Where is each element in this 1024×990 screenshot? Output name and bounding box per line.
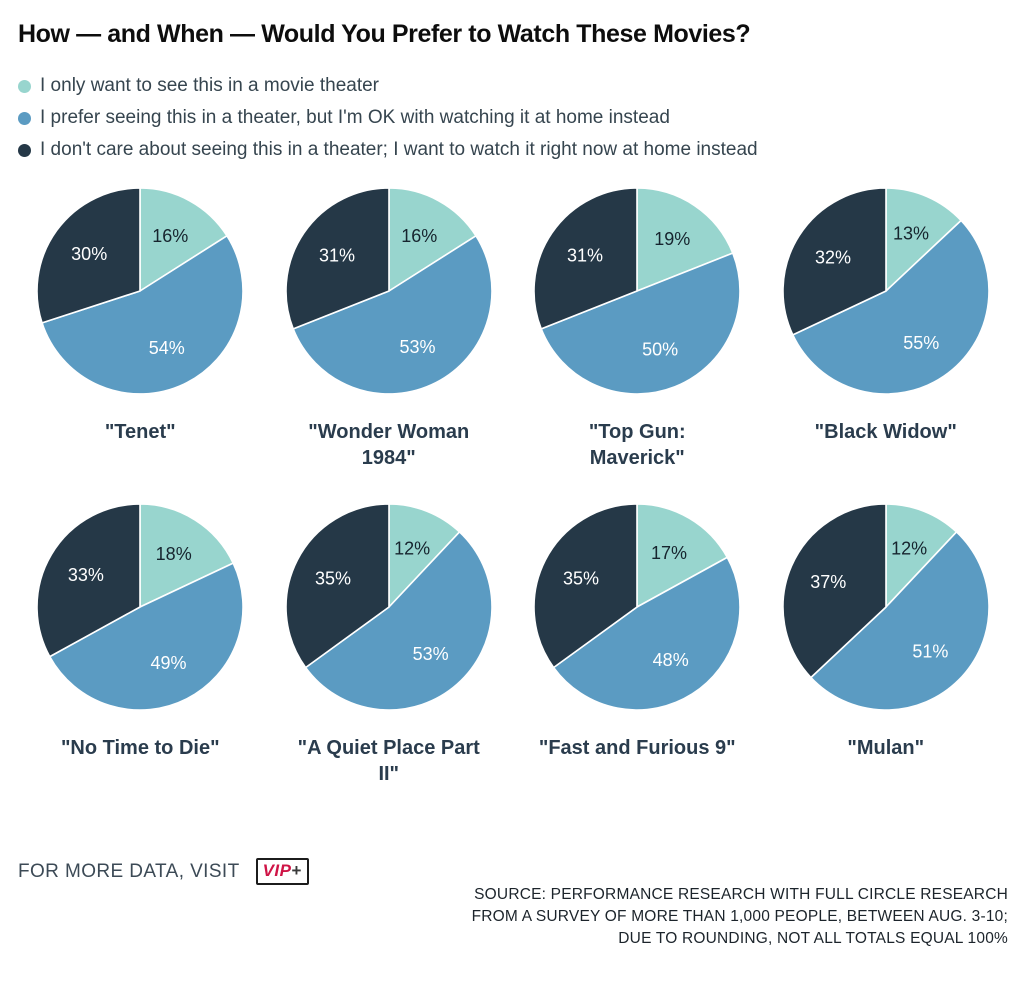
pie-grid: 16% 54% 30% "Tenet" 16% 53% 31% "Wonder Woman 19… bbox=[18, 185, 1008, 787]
slice-label: 16% bbox=[401, 226, 437, 246]
legend-item-prefer-theater: I prefer seeing this in a theater, but I… bbox=[18, 107, 1008, 129]
pie-title: "A Quiet Place Part II" bbox=[297, 737, 480, 785]
pie-figure: 12% 53% 35% "A Quiet Place Part II" bbox=[267, 501, 512, 787]
slice-label: 12% bbox=[394, 539, 430, 559]
pie-slice bbox=[782, 187, 887, 336]
pie-chart: 12% 53% 35% bbox=[284, 503, 493, 711]
pie-figure: 17% 48% 35% "Fast and Furious 9" bbox=[515, 501, 760, 787]
pie-title: "Fast and Furious 9" bbox=[538, 737, 736, 759]
slice-label: 49% bbox=[151, 653, 187, 673]
pie-chart: 19% 50% 31% bbox=[533, 187, 742, 395]
vip-logo-text: VIP bbox=[262, 861, 292, 880]
pie-figure: 18% 49% 33% "No Time to Die" bbox=[18, 501, 263, 787]
vip-plus-logo[interactable]: VIP+ bbox=[255, 858, 309, 885]
source-line: SOURCE: PERFORMANCE RESEARCH WITH FULL C… bbox=[474, 886, 1008, 903]
pie-chart: 17% 48% 35% bbox=[533, 503, 742, 711]
pie-slice bbox=[791, 219, 990, 395]
slice-label: 31% bbox=[319, 246, 355, 266]
slice-label: 13% bbox=[893, 223, 929, 243]
pie-title: "No Time to Die" bbox=[60, 737, 220, 759]
source-note: SOURCE: PERFORMANCE RESEARCH WITH FULL C… bbox=[472, 884, 1008, 950]
legend-item-theater-only: I only want to see this in a movie theat… bbox=[18, 75, 1008, 97]
legend-item-label: I prefer seeing this in a theater, but I… bbox=[40, 107, 670, 128]
pie-slice bbox=[540, 252, 742, 395]
pie-figure: 16% 54% 30% "Tenet" bbox=[18, 185, 263, 471]
page-title: How — and When — Would You Prefer to Wat… bbox=[18, 20, 751, 48]
pie-chart: 16% 53% 31% bbox=[284, 187, 493, 395]
pie-slice bbox=[553, 556, 742, 711]
legend-dot-icon bbox=[18, 143, 31, 157]
slice-label: 16% bbox=[153, 226, 189, 246]
slice-label: 33% bbox=[68, 565, 104, 585]
pie-title: "Black Widow" bbox=[814, 421, 957, 443]
pie-slice bbox=[636, 187, 734, 292]
pie-slice bbox=[387, 187, 477, 292]
pie-slice bbox=[36, 503, 142, 658]
legend-dot-icon bbox=[18, 79, 31, 93]
pie-chart: 13% 55% 32% bbox=[782, 187, 990, 395]
pie-slice bbox=[884, 187, 962, 292]
slice-label: 35% bbox=[563, 569, 599, 589]
pie-figure: 19% 50% 31% "Top Gun: Maverick" bbox=[515, 185, 760, 471]
slice-label: 37% bbox=[810, 572, 846, 592]
pie-slice bbox=[782, 503, 887, 679]
legend-item-label: I only want to see this in a movie theat… bbox=[40, 75, 380, 96]
slice-label: 51% bbox=[912, 641, 948, 661]
slice-label: 54% bbox=[149, 338, 185, 358]
pie-slice bbox=[139, 187, 229, 292]
slice-label: 17% bbox=[651, 543, 687, 563]
legend-item-home-now: I don't care about seeing this in a thea… bbox=[18, 139, 1008, 161]
pie-slice bbox=[36, 187, 142, 324]
source-line: FROM A SURVEY OF MORE THAN 1,000 PEOPLE,… bbox=[471, 908, 1008, 925]
slice-label: 53% bbox=[412, 644, 448, 664]
pie-title: "Mulan" bbox=[847, 737, 925, 759]
legend: I only want to see this in a movie theat… bbox=[18, 75, 1008, 161]
pie-chart: 16% 54% 30% bbox=[36, 187, 245, 395]
pie-figure: 12% 51% 37% "Mulan" bbox=[764, 501, 1009, 787]
pie-slice bbox=[41, 235, 245, 395]
slice-label: 50% bbox=[642, 339, 678, 359]
chart-page: How — and When — Would You Prefer to Wat… bbox=[18, 20, 1008, 787]
slice-label: 31% bbox=[567, 246, 603, 266]
slice-label: 12% bbox=[891, 539, 927, 559]
slice-label: 35% bbox=[315, 569, 351, 589]
pie-figure: 13% 55% 32% "Black Widow" bbox=[764, 185, 1009, 471]
slice-label: 32% bbox=[815, 247, 851, 267]
slice-label: 55% bbox=[903, 333, 939, 353]
pie-title: "Tenet" bbox=[104, 421, 176, 443]
pie-slice bbox=[284, 503, 390, 669]
footer-more-data: FOR MORE DATA, VISIT VIP+ bbox=[18, 858, 309, 885]
legend-item-label: I don't care about seeing this in a thea… bbox=[40, 139, 758, 160]
more-data-label: FOR MORE DATA, VISIT bbox=[18, 860, 240, 882]
pie-slice bbox=[636, 503, 729, 608]
source-line: DUE TO ROUNDING, NOT ALL TOTALS EQUAL 10… bbox=[618, 930, 1008, 947]
pie-figure: 16% 53% 31% "Wonder Woman 1984" bbox=[267, 185, 512, 471]
pie-slice bbox=[387, 503, 461, 608]
pie-slice bbox=[884, 503, 958, 608]
vip-logo-plus: + bbox=[291, 861, 302, 880]
slice-label: 53% bbox=[399, 337, 435, 357]
pie-title: "Top Gun: Maverick" bbox=[588, 421, 686, 469]
pie-slice bbox=[284, 187, 390, 330]
pie-slice bbox=[292, 235, 493, 395]
slice-label: 30% bbox=[71, 244, 107, 264]
pie-chart: 18% 49% 33% bbox=[36, 503, 245, 711]
pie-slice bbox=[533, 503, 639, 669]
pie-slice bbox=[49, 562, 245, 711]
pie-chart: 12% 51% 37% bbox=[782, 503, 990, 711]
pie-title: "Wonder Woman 1984" bbox=[308, 421, 470, 469]
pie-slice bbox=[139, 503, 235, 608]
slice-label: 19% bbox=[655, 229, 691, 249]
pie-slice bbox=[304, 531, 493, 711]
legend-dot-icon bbox=[18, 111, 31, 125]
slice-label: 48% bbox=[653, 650, 689, 670]
pie-slice bbox=[533, 187, 639, 330]
slice-label: 18% bbox=[156, 544, 192, 564]
pie-slice bbox=[809, 531, 990, 711]
